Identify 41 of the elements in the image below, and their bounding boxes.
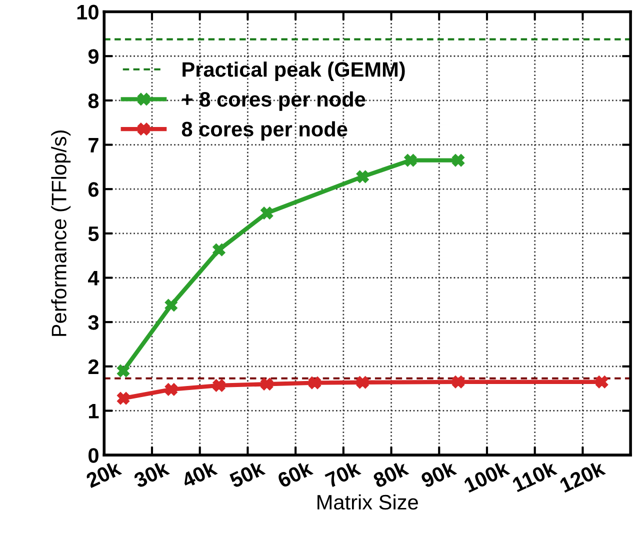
point <box>308 376 321 390</box>
y-tick-label: 1 <box>89 404 99 418</box>
x-tick-label: 50k <box>228 460 266 488</box>
point <box>596 376 608 388</box>
point <box>452 376 465 388</box>
y-tick-label: 0 <box>88 448 98 463</box>
point <box>452 154 465 167</box>
point <box>164 383 178 396</box>
point <box>212 379 226 392</box>
x-tick-label: 60k <box>276 460 314 488</box>
y-tick-label: 4 <box>88 270 100 286</box>
y-tick-label: 2 <box>88 359 98 374</box>
y-axis-title: Performance (TFlop/s) <box>51 130 71 336</box>
y-tick-label: 10 <box>77 4 98 20</box>
legend-label: + 8 cores per node <box>182 91 366 111</box>
point <box>117 364 130 378</box>
point <box>356 170 369 183</box>
legend-label: Practical peak (GEMM) <box>182 62 405 81</box>
x-tick-label: 110k <box>511 460 558 492</box>
x-tick-label: 120k <box>558 460 606 493</box>
y-tick-label: 6 <box>88 182 99 197</box>
point <box>260 206 274 220</box>
y-tick-label: 9 <box>88 49 99 64</box>
y-tick-label: 7 <box>88 138 98 152</box>
x-tick-label: 70k <box>324 460 362 488</box>
point <box>404 154 417 167</box>
x-axis-title: Matrix Size <box>318 494 418 510</box>
point <box>356 376 369 389</box>
x-tick-label: 80k <box>372 460 410 488</box>
y-tick-label: 5 <box>88 226 99 242</box>
point <box>212 244 226 256</box>
x-tick-label: 30k <box>132 460 170 488</box>
legend-label: 8 cores per node <box>182 121 348 141</box>
point <box>117 392 130 405</box>
x-tick-label: 90k <box>420 460 458 488</box>
y-tick-label: 8 <box>88 93 99 108</box>
x-tick-label: 40k <box>180 460 218 488</box>
point <box>164 298 178 312</box>
y-tick-label: 3 <box>88 315 99 330</box>
point <box>260 378 274 390</box>
x-tick-label: 100k <box>463 460 510 493</box>
